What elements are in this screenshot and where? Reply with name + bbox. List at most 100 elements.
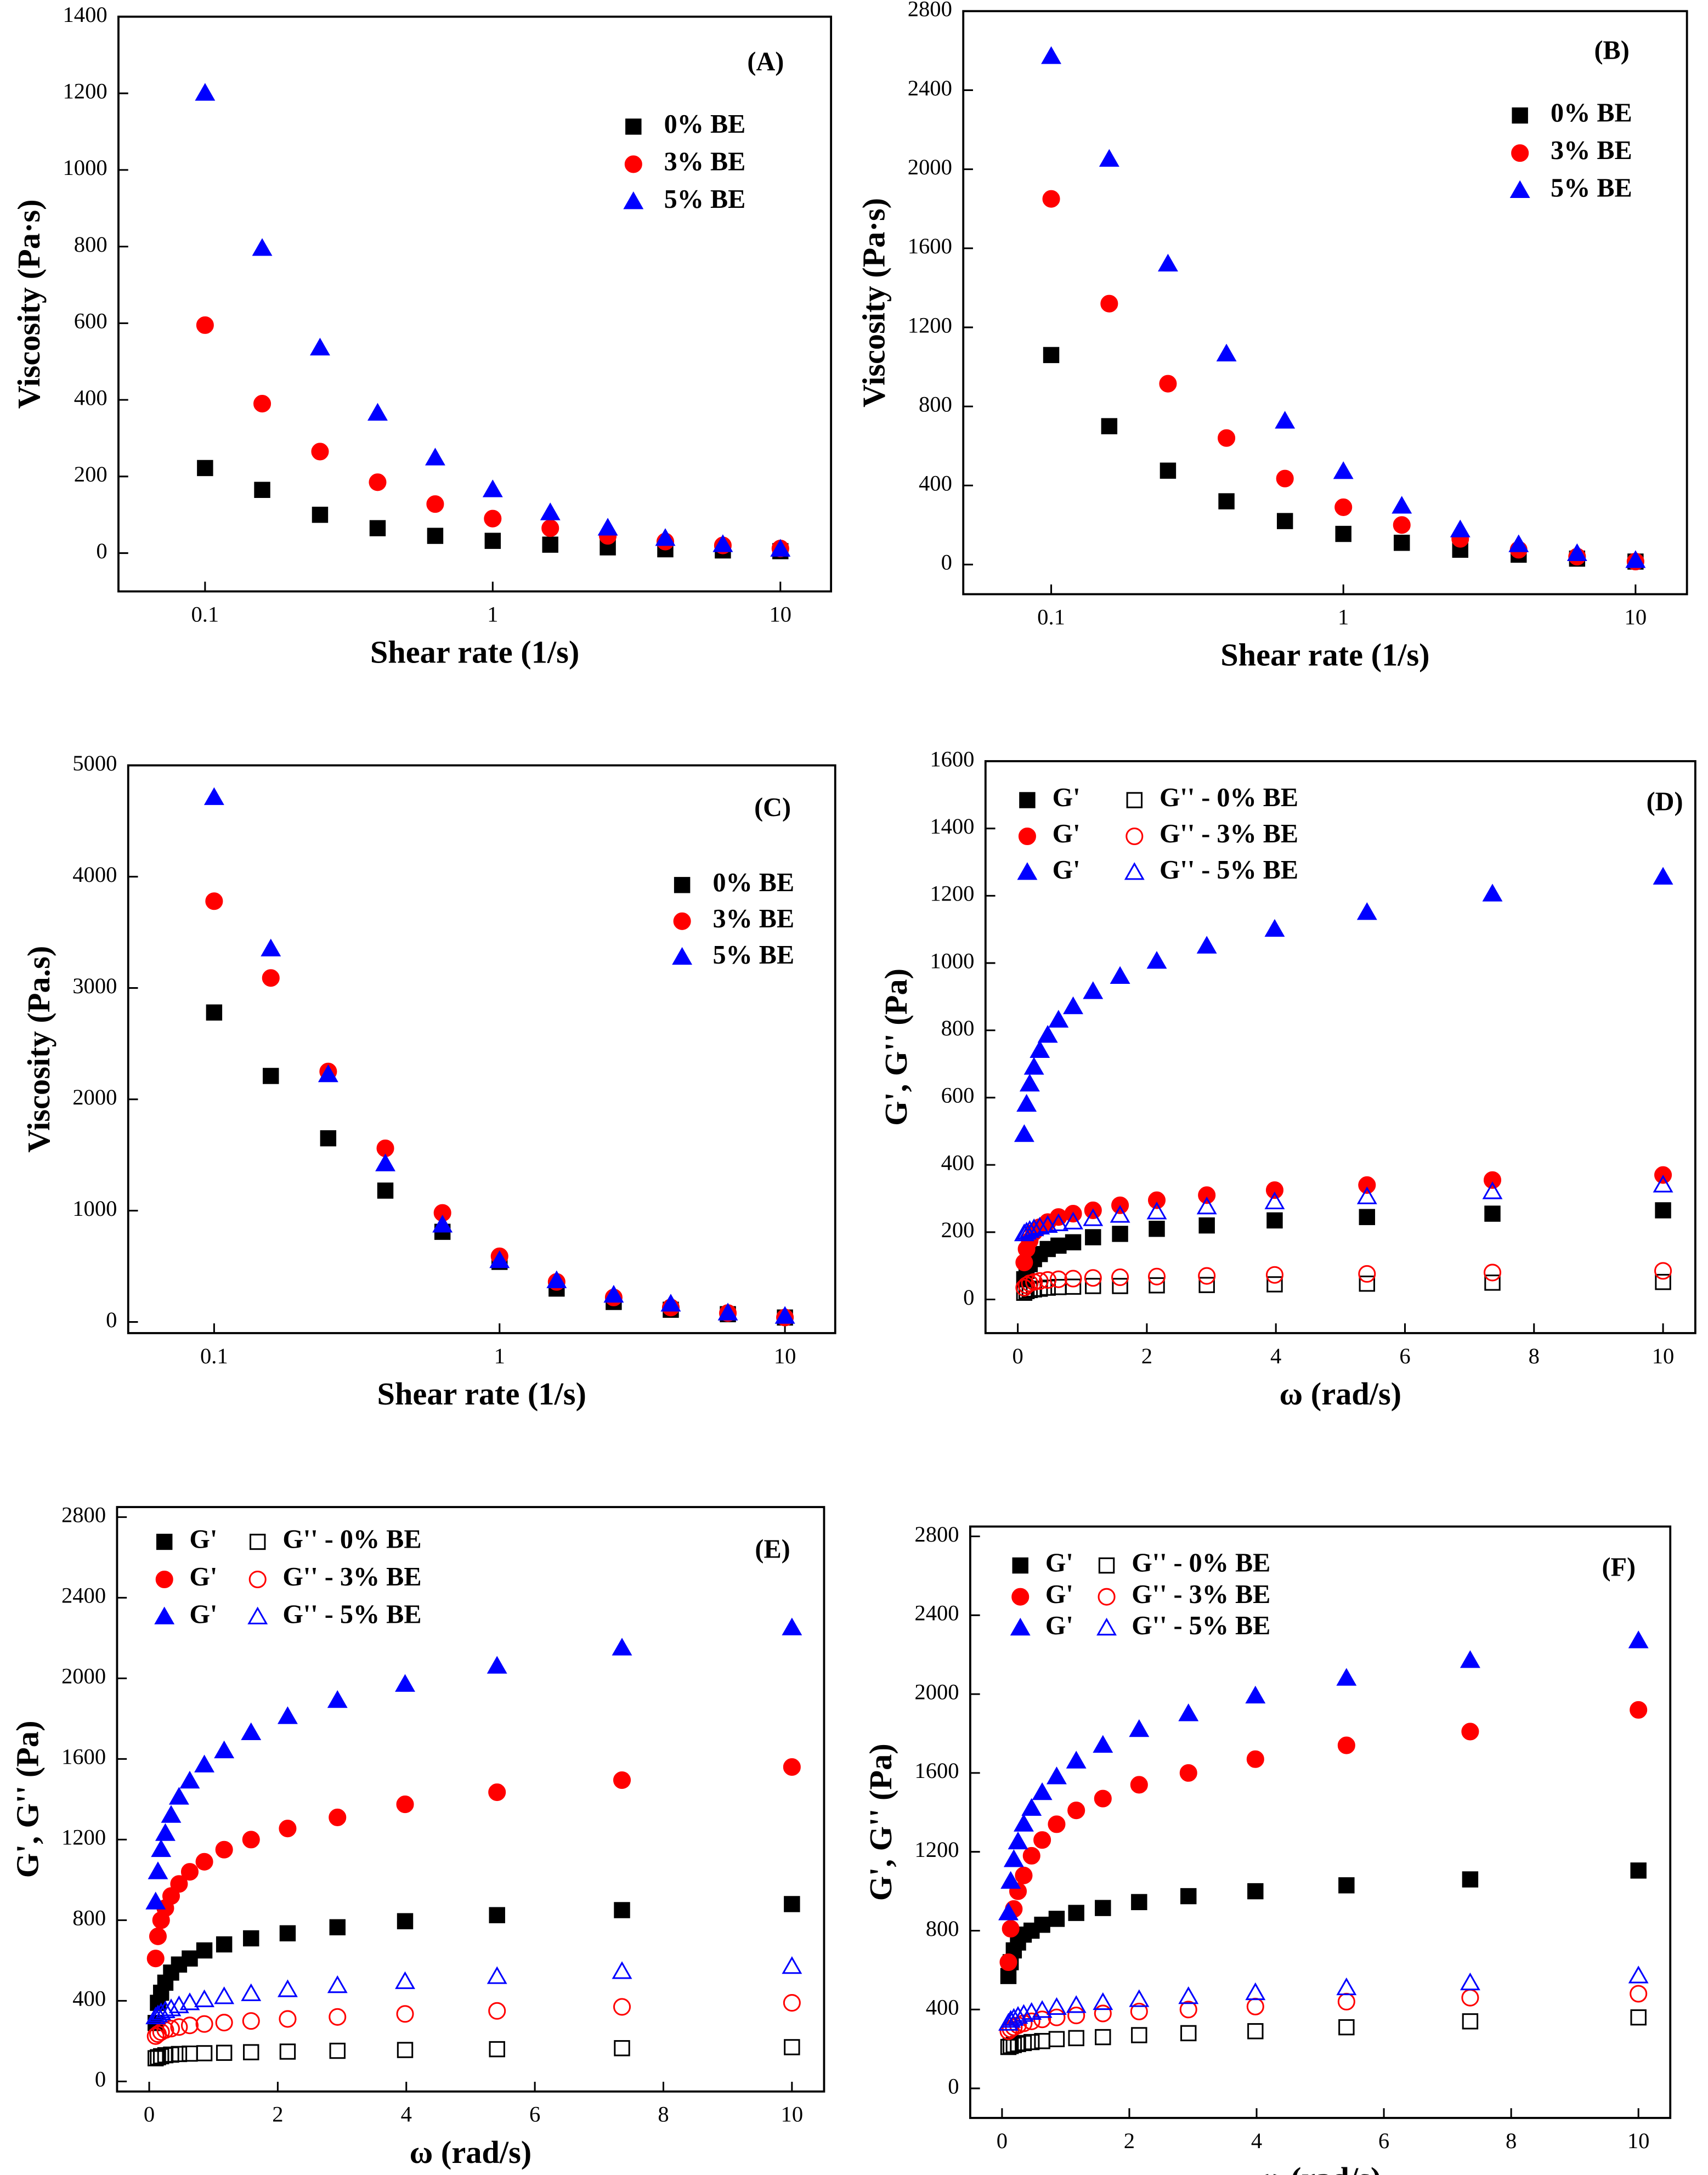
x-tick-label: 2 xyxy=(1141,1344,1152,1368)
marker xyxy=(279,1820,297,1838)
marker xyxy=(196,1942,213,1959)
marker xyxy=(1246,1997,1264,2015)
marker xyxy=(1131,1894,1147,1911)
marker xyxy=(252,238,273,256)
marker xyxy=(1019,1073,1040,1092)
marker xyxy=(1066,1751,1087,1769)
legend-label: G'' - 0% BE xyxy=(282,1525,421,1554)
legend-label: G' xyxy=(1053,783,1081,812)
marker xyxy=(660,1294,681,1312)
marker xyxy=(1049,1208,1067,1226)
marker xyxy=(1198,1186,1216,1204)
x-tick-label: 10 xyxy=(1652,1344,1675,1368)
marker xyxy=(279,2010,297,2028)
marker xyxy=(489,2041,505,2058)
legend-marker xyxy=(1511,144,1529,162)
marker xyxy=(180,1863,199,1881)
marker xyxy=(1147,1191,1166,1209)
marker xyxy=(1023,2034,1040,2051)
marker xyxy=(170,1875,188,1893)
legend-marker xyxy=(156,1533,173,1550)
marker xyxy=(196,2045,213,2061)
marker xyxy=(1048,1010,1069,1028)
marker xyxy=(1042,190,1060,208)
marker xyxy=(1015,1279,1033,1297)
legend-label: G'' - 5% BE xyxy=(1132,1611,1270,1640)
marker xyxy=(427,528,444,544)
marker xyxy=(161,1805,182,1823)
marker xyxy=(1016,1094,1037,1112)
marker xyxy=(162,2020,180,2038)
marker xyxy=(162,1887,180,1905)
panel-label: (D) xyxy=(1647,788,1683,817)
marker xyxy=(179,1770,200,1789)
marker xyxy=(148,2050,164,2066)
marker xyxy=(182,1950,198,1967)
marker xyxy=(318,1064,338,1083)
marker xyxy=(375,1153,395,1171)
y-axis-label: Viscosity (Pa.s) xyxy=(21,946,56,1153)
marker xyxy=(484,509,502,528)
y-tick-label: 0 xyxy=(96,539,107,563)
marker xyxy=(1067,1802,1085,1820)
marker xyxy=(195,1853,213,1871)
marker xyxy=(1000,1968,1017,1984)
marker xyxy=(1084,1269,1102,1287)
x-tick-label: 8 xyxy=(1529,1344,1540,1368)
marker xyxy=(216,2044,233,2061)
x-tick-label: 10 xyxy=(1627,2128,1650,2153)
plot-frame xyxy=(117,15,833,593)
marker xyxy=(541,519,559,537)
legend-marker xyxy=(623,191,644,209)
legend-marker xyxy=(624,155,642,173)
legend-marker xyxy=(672,947,693,965)
legend-marker xyxy=(249,1533,266,1550)
marker xyxy=(1358,1265,1376,1283)
legend-label: G' xyxy=(189,1525,217,1554)
marker xyxy=(1037,1025,1058,1043)
marker xyxy=(1048,2031,1065,2047)
marker xyxy=(182,2045,198,2062)
x-tick-label: 8 xyxy=(1506,2128,1517,2153)
marker xyxy=(1016,1284,1033,1301)
marker xyxy=(1003,2008,1024,2026)
marker xyxy=(770,539,791,557)
marker xyxy=(262,969,280,987)
legend-label: 5% BE xyxy=(664,185,746,214)
marker xyxy=(195,83,216,101)
marker xyxy=(1130,1776,1148,1794)
marker xyxy=(1046,1997,1067,2015)
marker xyxy=(311,443,329,461)
marker xyxy=(1065,1234,1082,1250)
marker xyxy=(1484,1205,1501,1222)
marker xyxy=(1100,294,1118,313)
marker xyxy=(1245,1685,1266,1704)
marker xyxy=(1461,1989,1479,2007)
legend-label: 5% BE xyxy=(1551,174,1632,203)
legend-marker xyxy=(154,1606,175,1624)
marker xyxy=(1085,1278,1101,1294)
marker xyxy=(1015,1866,1033,1884)
marker xyxy=(488,1783,506,1802)
marker xyxy=(395,1971,415,1989)
marker xyxy=(1041,46,1061,64)
marker xyxy=(367,403,388,421)
marker xyxy=(1023,1218,1044,1237)
marker xyxy=(254,482,270,498)
marker xyxy=(1064,1270,1082,1288)
marker xyxy=(205,892,223,910)
marker xyxy=(1482,1181,1503,1199)
legend-label: 0% BE xyxy=(1551,99,1632,128)
marker xyxy=(1112,1278,1128,1294)
marker xyxy=(1000,2010,1021,2028)
marker xyxy=(1356,1186,1377,1204)
y-tick-label: 0 xyxy=(948,2074,959,2098)
x-tick-label: 0.1 xyxy=(1037,604,1065,629)
marker xyxy=(279,2043,296,2060)
marker xyxy=(243,2044,259,2060)
marker xyxy=(1030,1216,1050,1235)
legend-marker xyxy=(1098,1557,1115,1574)
marker xyxy=(1654,1262,1672,1280)
marker xyxy=(1050,1237,1067,1254)
